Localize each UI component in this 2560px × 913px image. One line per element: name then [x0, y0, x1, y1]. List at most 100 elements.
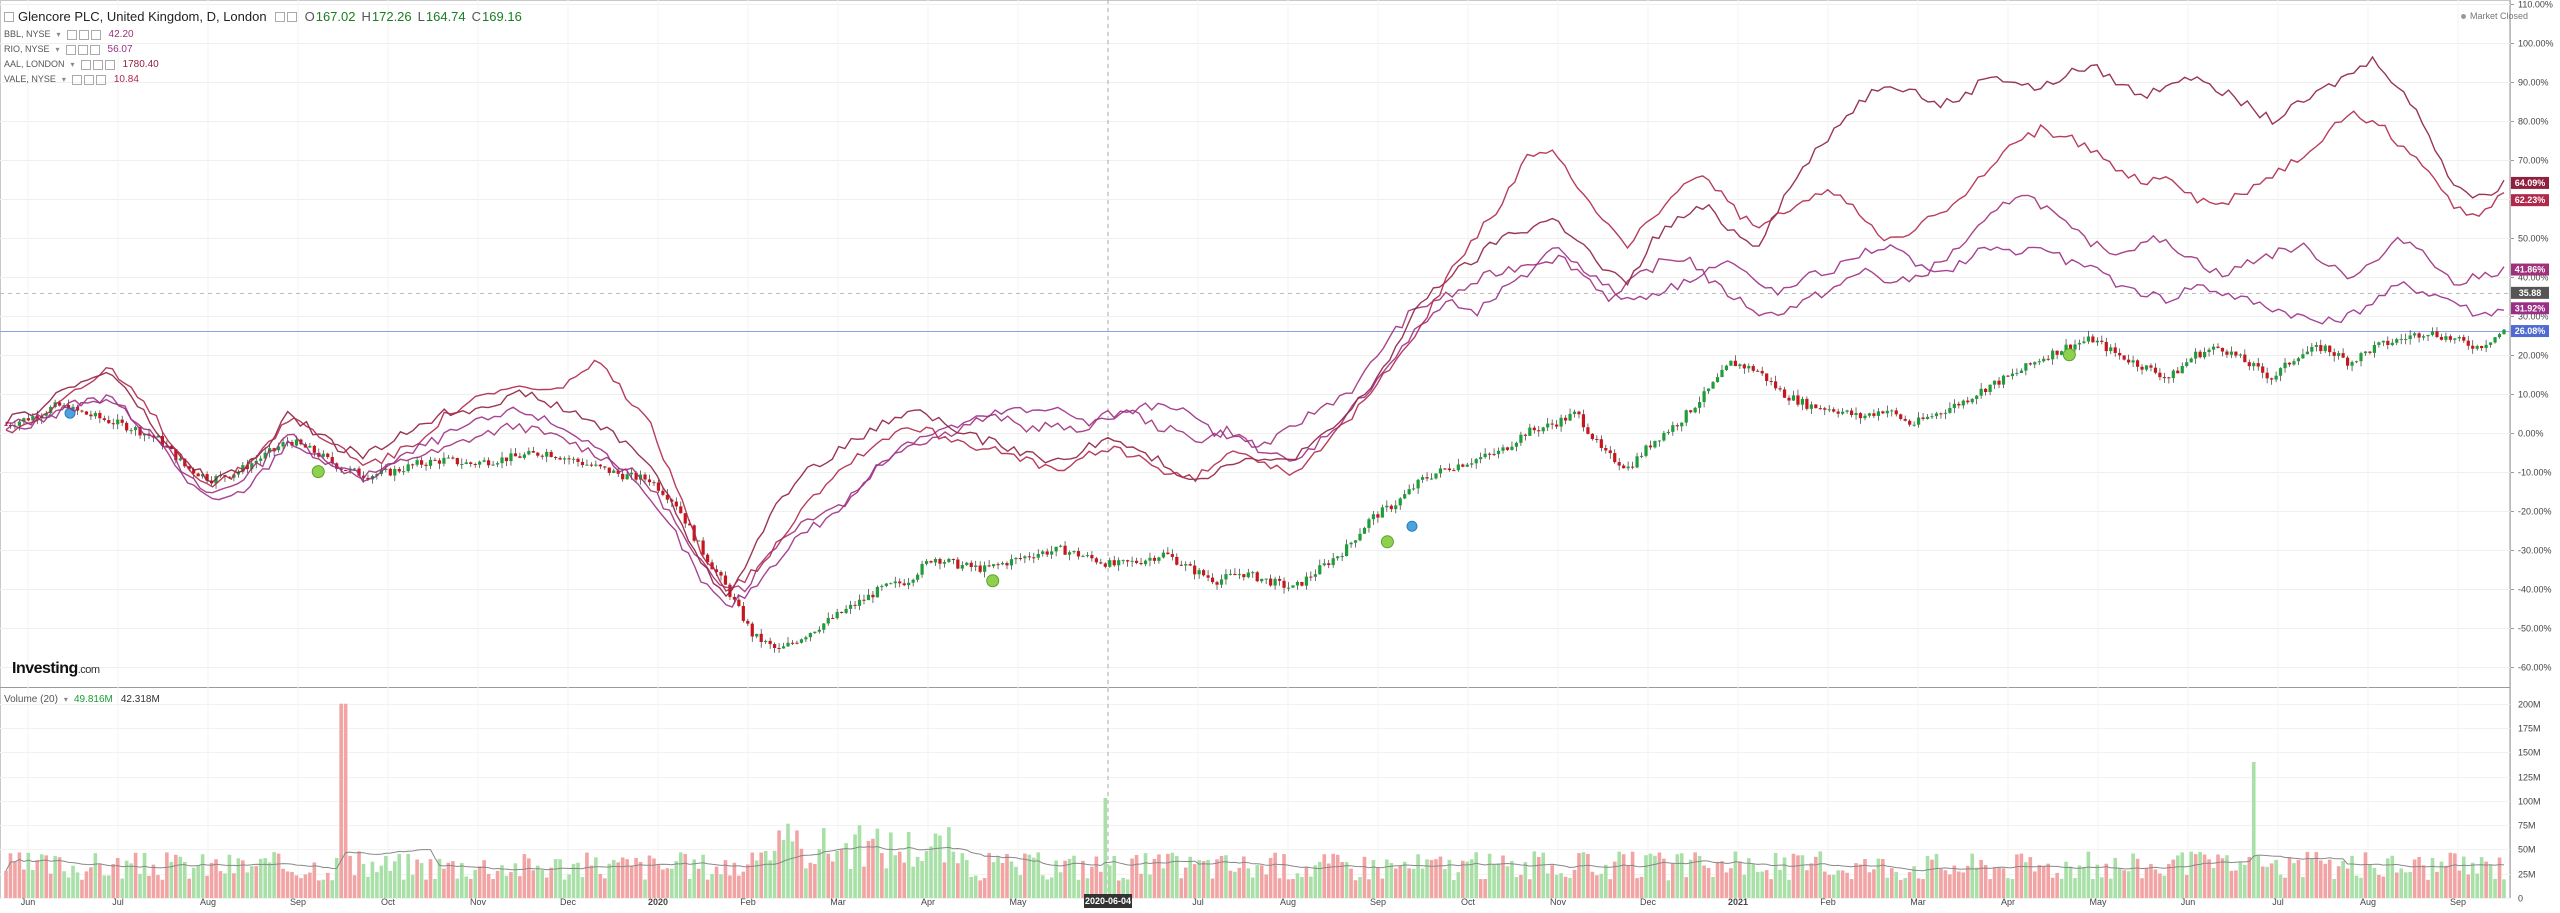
candle-body — [924, 561, 929, 564]
legend-controls[interactable] — [80, 59, 117, 70]
candle-body — [1206, 575, 1210, 578]
volume-bar — [2175, 855, 2180, 898]
series-line-2 — [5, 55, 2505, 598]
volume-bar — [1889, 868, 1894, 898]
candle-body — [312, 445, 316, 453]
volume-bar — [2229, 870, 2234, 898]
comparison-vale[interactable]: VALE, NYSE ▾ 10.84 — [4, 74, 139, 85]
volume-bar — [2274, 860, 2278, 898]
volume-bar — [656, 864, 661, 898]
main-symbol-row[interactable]: Glencore PLC, United Kingdom, D, London … — [4, 8, 528, 26]
candle-body — [1631, 466, 1635, 468]
volume-bar — [75, 872, 80, 898]
legend-controls[interactable] — [274, 12, 299, 22]
volume-bar — [209, 862, 214, 898]
volume-bar — [1608, 879, 1613, 898]
price-badge-label: 62.23% — [2515, 195, 2546, 205]
volume-bar — [397, 853, 402, 898]
volume-bar — [737, 875, 741, 898]
candle-body — [616, 470, 620, 474]
chevron-down-icon[interactable]: ▾ — [63, 695, 68, 704]
volume-bar — [1809, 863, 1814, 898]
volume-bar — [138, 873, 142, 898]
volume-bar — [781, 840, 786, 898]
candle-body — [1934, 413, 1939, 417]
comparison-bbl[interactable]: BBL, NYSE ▾ 42.20 — [4, 29, 134, 40]
chevron-down-icon[interactable]: ▾ — [56, 30, 61, 39]
volume-bar — [2323, 863, 2328, 898]
price-badge — [2511, 263, 2549, 276]
candle-body — [1639, 455, 1644, 457]
volume-bar — [1246, 868, 1251, 898]
volume-bar — [2399, 868, 2404, 898]
candle-body — [567, 458, 571, 460]
volume-bar — [1930, 859, 1934, 898]
candle-body — [1304, 576, 1308, 586]
candle-body — [1456, 464, 1460, 471]
x-tick-label: Nov — [470, 897, 487, 907]
volume-bar — [1219, 856, 1224, 898]
volume-bar — [2216, 854, 2220, 898]
volume-bar — [2350, 855, 2354, 898]
chevron-down-icon[interactable]: ▾ — [61, 75, 66, 84]
y-tick-label: 90.00% — [2518, 78, 2549, 88]
volume-bar — [2243, 864, 2247, 898]
volume-tick-label: 50M — [2518, 845, 2536, 855]
candle-body — [1742, 364, 1746, 369]
y-tick-label: 80.00% — [2518, 117, 2549, 127]
candle-body — [1210, 577, 1215, 583]
chevron-down-icon[interactable]: ▾ — [55, 45, 60, 54]
volume-bar — [969, 876, 974, 898]
candle-body — [1340, 556, 1344, 558]
candle-body — [1738, 364, 1742, 367]
candle-body — [1157, 557, 1161, 561]
candle-body — [840, 611, 844, 613]
volume-bar — [553, 859, 558, 898]
candle-body — [1233, 573, 1237, 576]
volume-bar — [1367, 879, 1371, 898]
candle-body — [996, 564, 1000, 566]
candle-body — [2301, 354, 2305, 359]
legend-controls[interactable] — [65, 44, 102, 55]
volume-bar — [1755, 871, 1760, 898]
candle-body — [1443, 468, 1447, 470]
volume-bar — [1577, 853, 1581, 898]
candle-body — [495, 463, 500, 465]
volume-bar — [241, 860, 245, 898]
volume-bar — [93, 853, 98, 898]
legend-controls[interactable] — [71, 74, 108, 85]
volume-bar — [1081, 860, 1085, 898]
candle-body — [1948, 407, 1952, 413]
volume-bar — [2493, 878, 2497, 898]
volume-bar — [956, 863, 960, 898]
volume-bar — [4, 870, 8, 898]
volume-bar — [263, 858, 267, 898]
candle-body — [1461, 464, 1465, 467]
candle-body — [1501, 447, 1505, 451]
candle-body — [1496, 450, 1501, 455]
volume-bar — [772, 850, 777, 898]
chevron-down-icon[interactable]: ▾ — [70, 60, 75, 69]
candle-body — [442, 457, 446, 464]
candle-body — [1380, 507, 1384, 518]
comparison-aal[interactable]: AAL, LONDON ▾ 1780.40 — [4, 59, 159, 70]
candle-body — [1108, 560, 1112, 567]
comparison-rio[interactable]: RIO, NYSE ▾ 56.07 — [4, 44, 133, 55]
candle-body — [1403, 494, 1407, 499]
volume-bar — [2327, 859, 2332, 898]
volume-bar — [571, 863, 576, 898]
candle-body — [1018, 557, 1022, 559]
candle-body — [1228, 573, 1233, 575]
candle-body — [1054, 546, 1058, 552]
collapse-icon[interactable] — [4, 12, 14, 22]
volume-bar — [495, 870, 500, 898]
volume-bar — [236, 858, 241, 898]
dividend-marker-icon — [1380, 535, 1394, 549]
candle-body — [1331, 558, 1335, 566]
candle-body — [2417, 333, 2421, 338]
legend-controls[interactable] — [66, 29, 103, 40]
volume-bar — [375, 872, 379, 898]
candle-body — [1970, 398, 1974, 403]
x-tick-label: Jun — [2181, 897, 2196, 907]
